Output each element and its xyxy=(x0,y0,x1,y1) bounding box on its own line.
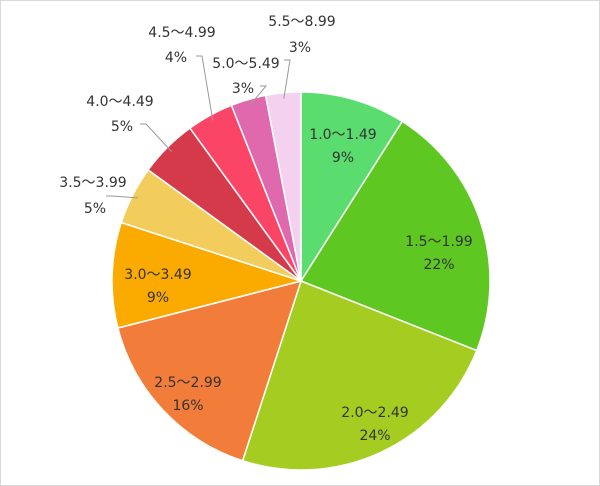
slice-category-label: 3.5～3.99 xyxy=(59,175,126,191)
slice-value-label: 3% xyxy=(289,40,311,56)
slice-value-label: 9% xyxy=(147,290,169,306)
leader-line xyxy=(196,55,214,121)
pie-slice xyxy=(264,91,302,282)
slice-value-label: 3% xyxy=(232,81,254,97)
slice-category-label: 4.5～4.99 xyxy=(148,25,215,41)
pie-slice xyxy=(241,280,478,471)
slice-category-label: 2.0～2.49 xyxy=(341,405,408,421)
pie-slice xyxy=(300,91,404,284)
leader-line xyxy=(106,195,138,199)
slice-category-label: 5.0～5.49 xyxy=(212,56,279,72)
slice-labels: 1.0～1.49 9% 1.5～1.99 22% 2.0～2.49 24% 2.5～2.99… xyxy=(59,14,472,444)
leader-lines xyxy=(106,55,291,199)
slice-value-label: 5% xyxy=(84,201,106,217)
slice-category-label: 2.5～2.99 xyxy=(154,375,221,391)
pie-slice xyxy=(111,221,304,329)
leader-line xyxy=(283,59,291,99)
pie-slice xyxy=(299,120,491,352)
pie-slices xyxy=(111,91,491,471)
slice-category-label: 4.0～4.49 xyxy=(86,94,153,110)
slice-value-label: 16% xyxy=(172,398,203,414)
slice-value-label: 4% xyxy=(165,50,187,66)
slice-category-label: 3.0～3.49 xyxy=(124,267,191,283)
slice-value-label: 5% xyxy=(111,119,133,135)
leader-line xyxy=(249,85,268,106)
slice-value-label: 9% xyxy=(332,150,354,166)
pie-slice xyxy=(117,279,303,462)
slice-category-label: 5.5～8.99 xyxy=(268,14,335,30)
slice-value-label: 22% xyxy=(423,257,454,273)
slice-category-label: 1.0～1.49 xyxy=(309,127,376,143)
slice-value-label: 24% xyxy=(359,428,390,444)
slice-category-label: 1.5～1.99 xyxy=(405,234,472,250)
leader-line xyxy=(140,123,172,152)
